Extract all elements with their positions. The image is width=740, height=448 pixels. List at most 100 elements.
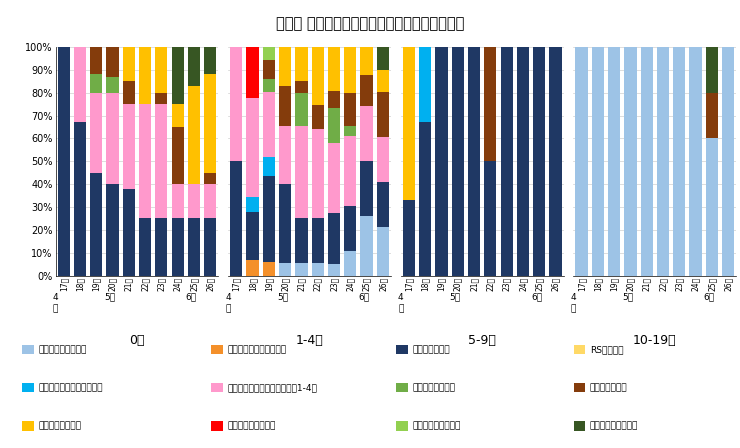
Bar: [155, 93, 167, 104]
Bar: [312, 263, 324, 276]
Text: ヒトパレコウイルス: ヒトパレコウイルス: [227, 421, 275, 430]
Bar: [328, 142, 340, 212]
Bar: [279, 184, 292, 263]
Bar: [549, 47, 562, 276]
Bar: [500, 47, 513, 276]
Bar: [90, 172, 102, 276]
Text: 5月: 5月: [449, 292, 460, 301]
Bar: [204, 74, 216, 172]
Text: 10-19歳: 10-19歳: [633, 334, 676, 347]
Bar: [295, 218, 308, 263]
Text: 4
月: 4 月: [53, 293, 58, 313]
Bar: [419, 122, 431, 276]
Bar: [123, 104, 135, 189]
Text: ヒトボカウイルス: ヒトボカウイルス: [412, 383, 455, 392]
Bar: [706, 138, 718, 276]
Bar: [360, 47, 373, 75]
Bar: [344, 136, 357, 206]
Bar: [139, 47, 151, 104]
Bar: [328, 264, 340, 276]
Bar: [377, 137, 389, 182]
Text: パラインフルエンザウイルス1-4型: パラインフルエンザウイルス1-4型: [227, 383, 317, 392]
Bar: [107, 77, 118, 93]
Bar: [246, 98, 259, 198]
Bar: [263, 60, 275, 78]
Bar: [139, 104, 151, 218]
Bar: [90, 74, 102, 93]
Text: 新型コロナウイルス: 新型コロナウイルス: [38, 345, 87, 354]
Text: エンテロウイルス: エンテロウイルス: [38, 421, 81, 430]
Bar: [279, 263, 292, 276]
Bar: [246, 47, 259, 98]
Bar: [188, 184, 200, 218]
Bar: [279, 126, 292, 184]
Bar: [90, 47, 102, 74]
Bar: [172, 104, 184, 127]
Bar: [204, 184, 216, 218]
Bar: [139, 218, 151, 276]
Text: 5月: 5月: [622, 292, 633, 301]
Bar: [657, 47, 669, 276]
Bar: [74, 47, 86, 122]
Bar: [328, 47, 340, 91]
Bar: [172, 218, 184, 276]
Bar: [246, 260, 259, 276]
Bar: [690, 47, 702, 276]
Bar: [263, 47, 275, 60]
Bar: [155, 218, 167, 276]
Bar: [74, 122, 86, 276]
Bar: [706, 47, 718, 93]
Bar: [360, 216, 373, 276]
Bar: [484, 161, 497, 276]
Bar: [295, 93, 308, 126]
Bar: [328, 108, 340, 142]
Text: 年齢別 病原体検出割合の推移（不検出を除く）: 年齢別 病原体検出割合の推移（不検出を除く）: [276, 16, 464, 30]
Bar: [377, 92, 389, 137]
Bar: [360, 75, 373, 106]
Bar: [123, 189, 135, 276]
Bar: [263, 78, 275, 92]
Bar: [263, 157, 275, 176]
Bar: [517, 47, 529, 276]
Text: 1-4歳: 1-4歳: [296, 334, 323, 347]
Bar: [312, 105, 324, 129]
Text: ヒトメタニューモウイルス: ヒトメタニューモウイルス: [38, 383, 103, 392]
Bar: [188, 47, 200, 86]
Bar: [344, 251, 357, 276]
Bar: [312, 129, 324, 218]
Bar: [263, 263, 275, 276]
Text: 5-9歳: 5-9歳: [468, 334, 496, 347]
Bar: [295, 126, 308, 218]
Bar: [328, 91, 340, 108]
Bar: [295, 81, 308, 93]
Bar: [107, 184, 118, 276]
Bar: [344, 126, 357, 136]
Text: ライノウイルス: ライノウイルス: [412, 345, 450, 354]
Bar: [641, 47, 653, 276]
Bar: [155, 104, 167, 218]
Bar: [123, 82, 135, 104]
Text: ヒトコロナウイルス: ヒトコロナウイルス: [412, 421, 460, 430]
Text: 4
月: 4 月: [226, 293, 231, 313]
Bar: [722, 47, 734, 276]
Bar: [377, 182, 389, 227]
Bar: [230, 47, 243, 161]
Bar: [204, 173, 216, 184]
Bar: [279, 47, 292, 86]
Bar: [230, 161, 243, 276]
Bar: [451, 47, 464, 276]
Bar: [312, 218, 324, 263]
Bar: [155, 47, 167, 93]
Bar: [204, 47, 216, 74]
Text: 4
月: 4 月: [571, 293, 576, 313]
Bar: [608, 47, 620, 276]
Bar: [403, 47, 415, 200]
Bar: [246, 198, 259, 212]
Bar: [344, 47, 357, 93]
Bar: [172, 47, 184, 104]
Bar: [533, 47, 545, 276]
Bar: [419, 47, 431, 122]
Bar: [188, 86, 200, 184]
Bar: [107, 47, 118, 77]
Bar: [328, 212, 340, 264]
